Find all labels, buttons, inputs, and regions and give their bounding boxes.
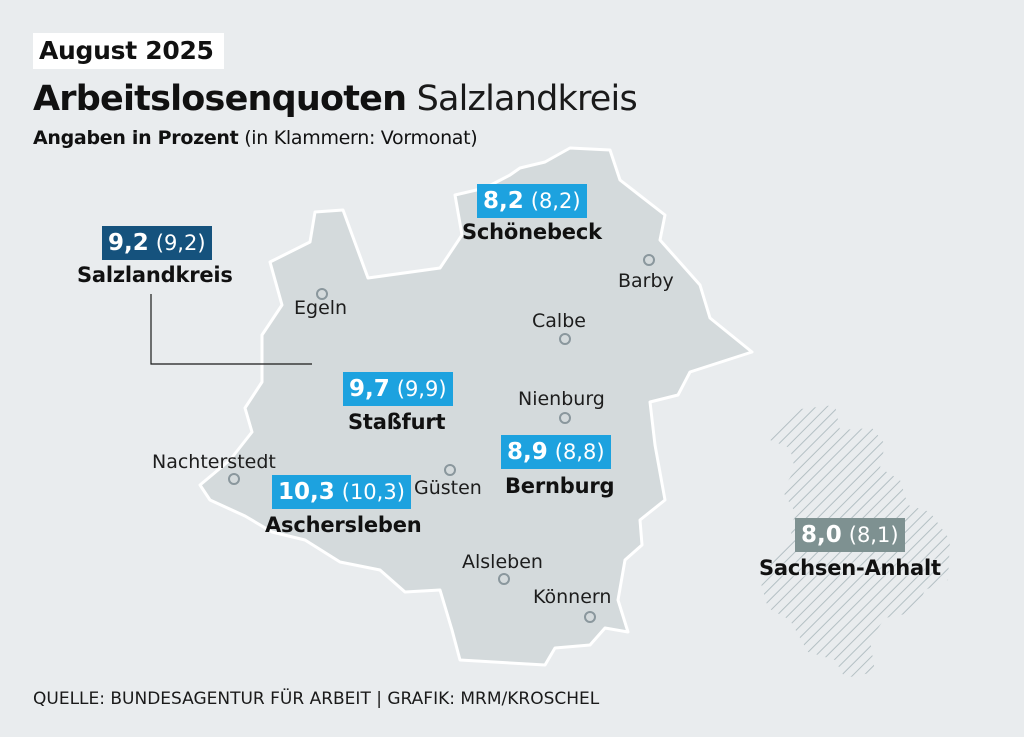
town-label-koennern: Könnern (533, 586, 612, 608)
subtitle-light: (in Klammern: Vormonat) (244, 127, 478, 149)
rate-current: 8,0 (801, 522, 842, 548)
town-label-nienburg: Nienburg (518, 388, 605, 410)
page-title: Arbeitslosenquoten Salzlandkreis (33, 78, 638, 120)
town-label-alsleben: Alsleben (462, 551, 543, 573)
region-label-sachsen-anhalt: Sachsen-Anhalt (759, 556, 941, 580)
rate-current: 9,2 (108, 230, 149, 256)
town-label-guesten: Güsten (414, 477, 482, 499)
town-label-egeln: Egeln (294, 297, 348, 319)
region-label-salzlandkreis: Salzlandkreis (77, 263, 233, 287)
salzlandkreis-leader-line (150, 294, 312, 365)
rate-current: 9,7 (349, 376, 390, 402)
town-marker-guesten (444, 464, 456, 476)
rate-box-bernburg: 8,9 (8,8) (501, 435, 611, 469)
region-label-schoenebeck: Schönebeck (462, 220, 602, 244)
town-label-nachterstedt: Nachterstedt (152, 451, 276, 473)
region-label-stassfurt: Staßfurt (348, 410, 446, 434)
title-bold: Arbeitslosenquoten (33, 79, 407, 119)
rate-box-stassfurt: 9,7 (9,9) (343, 372, 453, 406)
town-marker-calbe (559, 333, 571, 345)
rate-box-salzlandkreis: 9,2 (9,2) (102, 226, 212, 260)
rate-previous: (9,2) (155, 231, 206, 255)
subtitle-bold: Angaben in Prozent (33, 127, 239, 149)
title-light: Salzlandkreis (416, 79, 638, 119)
rate-current: 10,3 (278, 479, 335, 505)
town-marker-nienburg (559, 412, 571, 424)
rate-box-sachsen-anhalt: 8,0 (8,1) (795, 518, 905, 552)
town-marker-alsleben (498, 573, 510, 585)
source-credit: QUELLE: BUNDESAGENTUR FÜR ARBEIT | GRAFI… (33, 689, 600, 709)
region-label-bernburg: Bernburg (505, 474, 615, 498)
rate-current: 8,9 (507, 439, 548, 465)
rate-previous: (9,9) (396, 377, 447, 401)
salzlandkreis-shape (198, 146, 754, 667)
rate-previous: (8,2) (530, 189, 581, 213)
rate-previous: (10,3) (341, 480, 405, 504)
rate-box-schoenebeck: 8,2 (8,2) (477, 184, 587, 218)
page-subtitle: Angaben in Prozent (in Klammern: Vormona… (33, 126, 478, 150)
town-label-barby: Barby (618, 270, 674, 292)
rate-previous: (8,8) (554, 440, 605, 464)
rate-current: 8,2 (483, 188, 524, 214)
town-label-calbe: Calbe (532, 310, 586, 332)
town-marker-nachterstedt (228, 473, 240, 485)
town-marker-barby (643, 254, 655, 266)
region-label-aschersleben: Aschersleben (265, 513, 422, 537)
rate-box-aschersleben: 10,3 (10,3) (272, 475, 411, 509)
town-marker-egeln (316, 288, 328, 300)
date-badge: August 2025 (33, 33, 224, 69)
town-marker-koennern (584, 611, 596, 623)
rate-previous: (8,1) (848, 523, 899, 547)
